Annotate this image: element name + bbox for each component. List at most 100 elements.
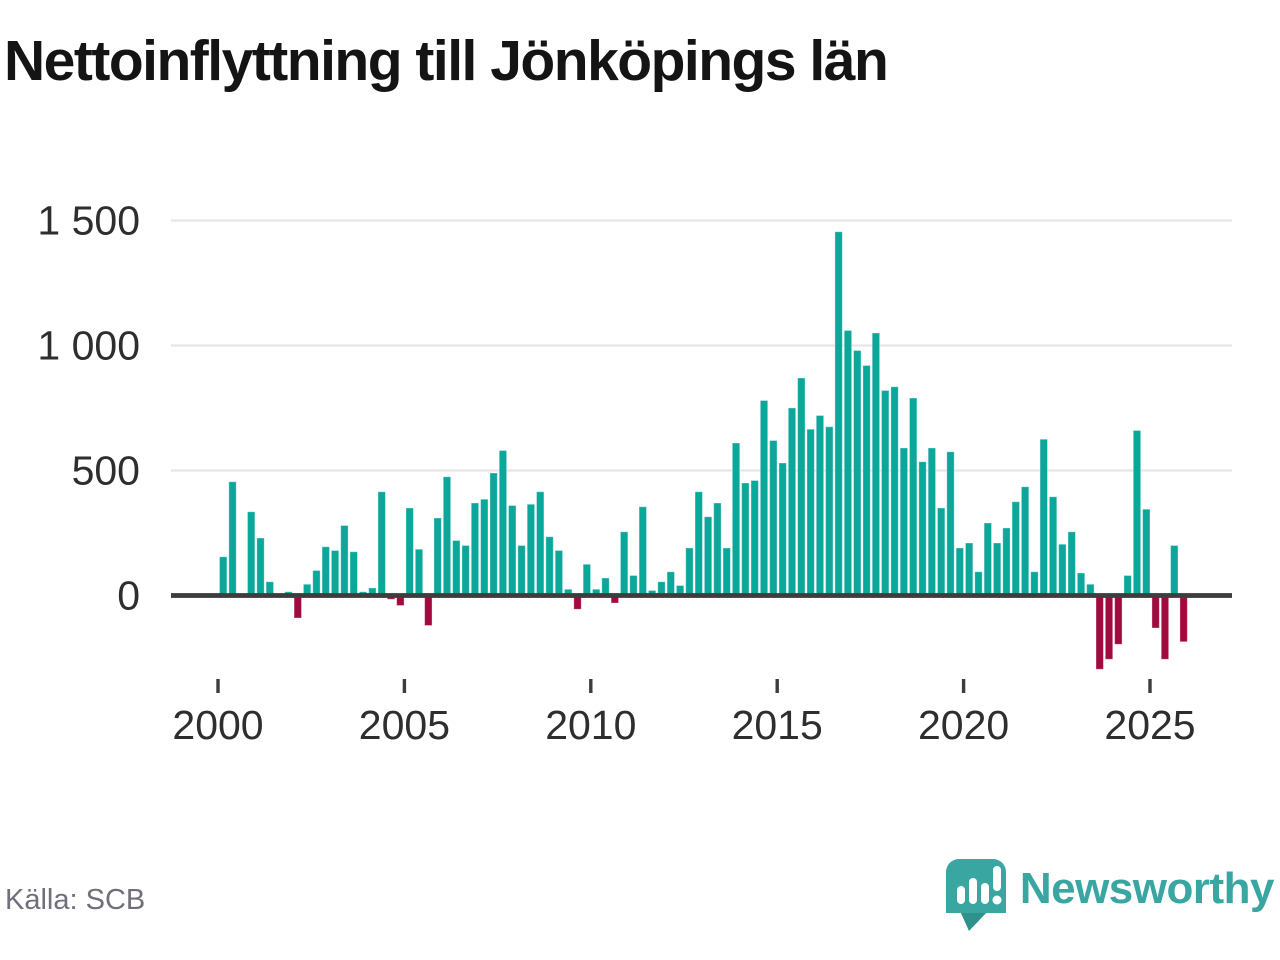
bar-2025-q3	[1170, 545, 1179, 596]
x-axis-label-2025: 2025	[1104, 702, 1195, 748]
bar-2021-q3	[1020, 486, 1030, 596]
bar-2016-q4	[843, 330, 853, 596]
bar-2020-q1	[965, 542, 974, 596]
bar-2024-q3	[1132, 430, 1142, 596]
bar-2023-q3	[1095, 595, 1104, 670]
x-tick-2025	[1148, 679, 1152, 693]
y-axis-label-0: 0	[117, 573, 140, 619]
bar-2008-q4	[545, 536, 554, 596]
bar-2020-q2	[974, 571, 983, 596]
bar-2022-q2	[1048, 496, 1058, 596]
bar-2013-q4	[731, 442, 741, 596]
bar-2006-q1	[442, 476, 452, 596]
bar-2007-q2	[489, 472, 498, 596]
bar-2019-q2	[937, 507, 946, 596]
newsworthy-logo: Newsworthy	[945, 854, 1275, 938]
bar-2000-q1	[219, 556, 228, 596]
bar-2006-q3	[461, 545, 470, 596]
x-tick-2020	[961, 679, 966, 693]
bar-2015-q2	[787, 407, 797, 596]
bar-2012-q4	[694, 491, 703, 596]
x-tick-2005	[402, 679, 407, 693]
bar-2002-q1	[293, 595, 302, 619]
bar-2005-q3	[424, 595, 433, 626]
bar-2016-q3	[834, 231, 843, 596]
bar-2009-q1	[554, 550, 564, 596]
bar-2016-q2	[825, 426, 834, 596]
source-label: Källa: SCB	[5, 884, 146, 916]
bar-2007-q3	[498, 450, 508, 596]
bar-2024-q2	[1123, 575, 1132, 596]
y-axis-label-1500: 1 500	[37, 198, 140, 244]
y-axis-label-1000: 1 000	[37, 323, 140, 369]
bar-2018-q1	[890, 386, 899, 596]
bar-2007-q1	[480, 498, 489, 596]
bar-2013-q3	[722, 547, 731, 596]
x-axis-label-2020: 2020	[918, 702, 1009, 748]
bar-2015-q4	[806, 428, 815, 596]
bar-2015-q1	[778, 462, 787, 596]
newsworthy-logo-icon	[945, 859, 1006, 931]
bar-2014-q4	[769, 440, 778, 596]
bar-2005-q4	[433, 517, 442, 596]
x-tick-2010	[589, 679, 593, 693]
bar-2001-q1	[256, 537, 265, 596]
bar-2013-q2	[713, 502, 722, 596]
bar-2023-q4	[1104, 595, 1114, 660]
bar-2014-q2	[750, 480, 759, 596]
bar-2008-q3	[536, 491, 545, 596]
x-axis-label-2010: 2010	[545, 702, 636, 748]
bar-2021-q2	[1011, 501, 1020, 596]
bar-2025-q4	[1179, 595, 1188, 643]
bar-2003-q1	[330, 550, 340, 596]
bar-2017-q1	[853, 350, 862, 596]
bar-2022-q1	[1039, 438, 1048, 596]
page-title: Nettoinflyttning till Jönköpings län	[4, 29, 889, 93]
bar-2000-q4	[247, 511, 256, 596]
x-axis-label-2005: 2005	[359, 702, 450, 748]
bar-2013-q1	[703, 516, 713, 596]
bar-2002-q3	[312, 570, 321, 596]
bar-2002-q4	[321, 546, 330, 596]
bar-2010-q4	[619, 531, 629, 596]
bar-2014-q1	[741, 482, 750, 596]
bar-2009-q4	[582, 563, 592, 596]
bar-2021-q1	[1002, 527, 1011, 596]
bar-2005-q2	[414, 548, 424, 596]
bar-2003-q3	[349, 551, 358, 596]
bar-2017-q3	[871, 332, 881, 596]
newsworthy-logo-text: Newsworthy	[1019, 864, 1275, 913]
x-tick-2015	[775, 679, 779, 693]
bar-2011-q1	[629, 575, 638, 596]
bar-2008-q2	[526, 503, 536, 596]
bar-2023-q1	[1076, 572, 1086, 596]
bar-2025-q2	[1160, 595, 1170, 660]
bar-2015-q3	[797, 377, 806, 596]
bar-2018-q3	[909, 397, 918, 596]
bar-2012-q3	[685, 547, 694, 596]
bar-2018-q2	[899, 447, 909, 596]
bar-2025-q1	[1151, 595, 1160, 629]
x-axis-zero-line	[171, 593, 1232, 598]
bar-2020-q3	[983, 522, 992, 596]
bar-2005-q1	[405, 507, 414, 596]
bar-2019-q1	[927, 447, 937, 596]
bar-2000-q2	[228, 481, 237, 596]
bar-2021-q4	[1030, 571, 1039, 596]
bar-2019-q3	[946, 451, 955, 596]
bar-2018-q4	[918, 461, 927, 596]
x-tick-2000	[216, 679, 220, 693]
bar-2003-q2	[340, 525, 349, 596]
y-axis-label-500: 500	[72, 448, 140, 494]
bar-2006-q4	[470, 502, 480, 596]
bar-2014-q3	[759, 400, 769, 596]
bar-2019-q4	[955, 547, 964, 596]
bar-2016-q1	[815, 415, 825, 596]
bar-2022-q4	[1067, 531, 1076, 596]
x-axis-label-2000: 2000	[172, 702, 263, 748]
bar-2020-q4	[992, 542, 1002, 596]
bar-2011-q2	[638, 506, 647, 596]
bar-2008-q1	[517, 545, 526, 596]
bar-2017-q4	[881, 390, 890, 596]
